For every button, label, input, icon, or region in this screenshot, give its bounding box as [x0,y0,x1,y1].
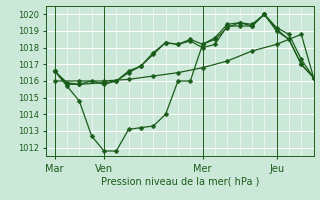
X-axis label: Pression niveau de la mer( hPa ): Pression niveau de la mer( hPa ) [101,176,259,186]
